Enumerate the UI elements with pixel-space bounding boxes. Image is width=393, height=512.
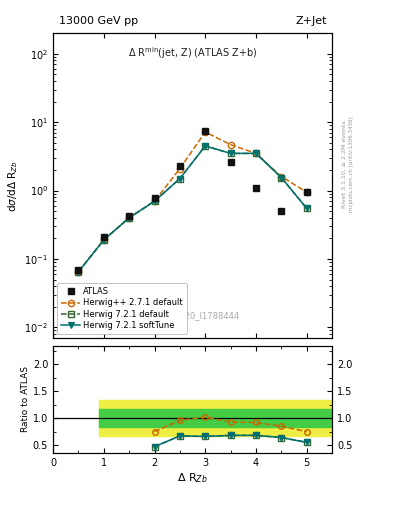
- ATLAS: [127, 214, 132, 220]
- Y-axis label: Ratio to ATLAS: Ratio to ATLAS: [21, 367, 30, 432]
- Herwig 7.2.1 softTune: [203, 143, 208, 149]
- Herwig 7.2.1 default: [279, 175, 284, 181]
- Herwig++ 2.7.1 default: [127, 215, 132, 221]
- Herwig++ 2.7.1 default: [76, 269, 81, 275]
- ATLAS: [152, 195, 157, 201]
- Line: Herwig 7.2.1 softTune: Herwig 7.2.1 softTune: [75, 143, 310, 275]
- Herwig 7.2.1 default: [203, 143, 208, 149]
- Herwig 7.2.1 softTune: [228, 151, 233, 157]
- Text: ATLAS_2020_I1788444: ATLAS_2020_I1788444: [145, 311, 240, 319]
- Herwig 7.2.1 softTune: [152, 198, 157, 204]
- Herwig 7.2.1 default: [178, 176, 182, 182]
- Herwig 7.2.1 default: [127, 215, 132, 221]
- ATLAS: [203, 127, 208, 134]
- Herwig 7.2.1 default: [253, 151, 258, 157]
- Herwig++ 2.7.1 default: [101, 237, 106, 243]
- Herwig 7.2.1 default: [152, 198, 157, 204]
- Line: Herwig++ 2.7.1 default: Herwig++ 2.7.1 default: [75, 129, 310, 275]
- Text: Z+Jet: Z+Jet: [295, 16, 327, 26]
- Herwig++ 2.7.1 default: [178, 165, 182, 172]
- Herwig++ 2.7.1 default: [304, 189, 309, 195]
- Legend: ATLAS, Herwig++ 2.7.1 default, Herwig 7.2.1 default, Herwig 7.2.1 softTune: ATLAS, Herwig++ 2.7.1 default, Herwig 7.…: [57, 283, 187, 334]
- ATLAS: [76, 266, 81, 272]
- ATLAS: [253, 185, 258, 191]
- ATLAS: [228, 159, 233, 165]
- X-axis label: $\Delta$ R$_{Zb}$: $\Delta$ R$_{Zb}$: [177, 471, 208, 484]
- Text: $\Delta$ R$^{\rm min}$(jet, Z) (ATLAS Z+b): $\Delta$ R$^{\rm min}$(jet, Z) (ATLAS Z+…: [128, 46, 257, 61]
- Herwig++ 2.7.1 default: [228, 142, 233, 148]
- Text: mcplots.cern.ch [arXiv:1306.3436]: mcplots.cern.ch [arXiv:1306.3436]: [349, 116, 354, 211]
- Herwig 7.2.1 softTune: [253, 151, 258, 157]
- Herwig 7.2.1 softTune: [304, 205, 309, 211]
- Herwig++ 2.7.1 default: [279, 174, 284, 180]
- ATLAS: [178, 163, 182, 169]
- Herwig++ 2.7.1 default: [152, 198, 157, 204]
- Herwig 7.2.1 softTune: [279, 175, 284, 181]
- Herwig 7.2.1 default: [76, 269, 81, 275]
- ATLAS: [279, 208, 284, 214]
- Herwig 7.2.1 softTune: [178, 176, 182, 182]
- Herwig 7.2.1 softTune: [127, 215, 132, 221]
- Text: 13000 GeV pp: 13000 GeV pp: [59, 16, 138, 26]
- Herwig 7.2.1 default: [228, 151, 233, 157]
- Text: Rivet 3.1.10, ≥ 2.2M events: Rivet 3.1.10, ≥ 2.2M events: [342, 120, 346, 208]
- Y-axis label: d$\sigma$/d$\Delta$ R$_{Zb}$: d$\sigma$/d$\Delta$ R$_{Zb}$: [6, 160, 20, 211]
- Herwig++ 2.7.1 default: [253, 151, 258, 157]
- Herwig 7.2.1 default: [304, 205, 309, 211]
- Herwig 7.2.1 softTune: [101, 237, 106, 243]
- Line: Herwig 7.2.1 default: Herwig 7.2.1 default: [75, 143, 310, 275]
- Herwig++ 2.7.1 default: [203, 129, 208, 135]
- Herwig 7.2.1 default: [101, 237, 106, 243]
- Herwig 7.2.1 softTune: [76, 269, 81, 275]
- ATLAS: [101, 234, 106, 240]
- Line: ATLAS: ATLAS: [75, 127, 310, 273]
- ATLAS: [304, 189, 309, 195]
